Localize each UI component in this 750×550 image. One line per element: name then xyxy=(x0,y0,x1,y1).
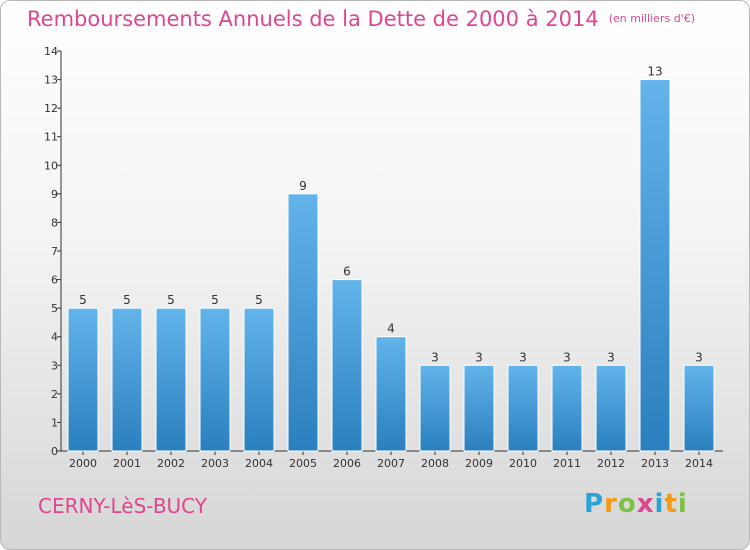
y-tick-label: 8 xyxy=(51,216,58,229)
bar xyxy=(595,364,627,452)
y-tick-label: 11 xyxy=(44,131,58,144)
bar xyxy=(375,336,407,452)
data-label: 3 xyxy=(695,350,703,364)
y-tick-label: 7 xyxy=(51,245,58,258)
chart-unit: (en milliers d'€) xyxy=(608,12,695,25)
data-label: 5 xyxy=(167,293,175,307)
bar xyxy=(639,79,671,452)
data-label: 3 xyxy=(519,350,527,364)
commune-name: CERNY-LèS-BUCY xyxy=(38,494,208,518)
data-label: 3 xyxy=(475,350,483,364)
chart-title: Remboursements Annuels de la Dette de 20… xyxy=(27,7,695,31)
data-label: 5 xyxy=(79,293,87,307)
y-tick-label: 14 xyxy=(44,45,58,58)
y-tick-label: 1 xyxy=(51,416,58,429)
logo-letter: P xyxy=(584,489,605,519)
bar xyxy=(287,193,319,452)
x-tick-label: 2013 xyxy=(641,457,669,470)
logo-letter: o xyxy=(617,489,637,519)
data-label: 3 xyxy=(563,350,571,364)
y-tick-label: 3 xyxy=(51,359,58,372)
data-label: 3 xyxy=(607,350,615,364)
y-tick-label: 13 xyxy=(44,74,58,87)
data-label: 3 xyxy=(431,350,439,364)
x-tick-label: 2012 xyxy=(597,457,625,470)
x-tick-label: 2011 xyxy=(553,457,581,470)
y-tick-label: 4 xyxy=(51,331,58,344)
bar xyxy=(419,364,451,452)
x-tick-label: 2006 xyxy=(333,457,361,470)
y-tick-label: 10 xyxy=(44,159,58,172)
bar xyxy=(67,307,99,452)
chart-title-text: Remboursements Annuels de la Dette de 20… xyxy=(27,7,599,31)
data-label: 13 xyxy=(647,65,662,79)
x-tick-label: 2010 xyxy=(509,457,537,470)
bar xyxy=(683,364,715,452)
bar xyxy=(155,307,187,452)
bar xyxy=(463,364,495,452)
x-tick-label: 2014 xyxy=(685,457,713,470)
x-tick-label: 2007 xyxy=(377,457,405,470)
data-label: 5 xyxy=(211,293,219,307)
data-label: 6 xyxy=(343,265,351,279)
y-tick-label: 5 xyxy=(51,302,58,315)
x-tick-label: 2004 xyxy=(245,457,273,470)
logo-letter: x xyxy=(636,489,655,519)
data-label: 4 xyxy=(387,322,395,336)
data-label: 5 xyxy=(255,293,263,307)
x-tick-label: 2000 xyxy=(69,457,97,470)
logo-letter: t xyxy=(664,489,678,519)
logo-letter: i xyxy=(677,489,688,519)
logo-letter: r xyxy=(604,489,618,519)
y-tick-label: 9 xyxy=(51,188,58,201)
x-tick-label: 2002 xyxy=(157,457,185,470)
bar xyxy=(507,364,539,452)
x-tick-label: 2003 xyxy=(201,457,229,470)
bar xyxy=(331,279,363,452)
bar xyxy=(551,364,583,452)
x-tick-label: 2001 xyxy=(113,457,141,470)
x-tick-label: 2008 xyxy=(421,457,449,470)
y-tick-label: 12 xyxy=(44,102,58,115)
data-label: 9 xyxy=(299,179,307,193)
y-tick-label: 0 xyxy=(51,445,58,458)
data-label: 5 xyxy=(123,293,131,307)
bar xyxy=(243,307,275,452)
y-tick-label: 6 xyxy=(51,274,58,287)
proxiti-logo: Proxiti xyxy=(584,489,688,519)
bar xyxy=(111,307,143,452)
y-tick-label: 2 xyxy=(51,388,58,401)
bar xyxy=(199,307,231,452)
x-tick-label: 2009 xyxy=(465,457,493,470)
x-tick-label: 2005 xyxy=(289,457,317,470)
logo-letter: i xyxy=(654,489,665,519)
